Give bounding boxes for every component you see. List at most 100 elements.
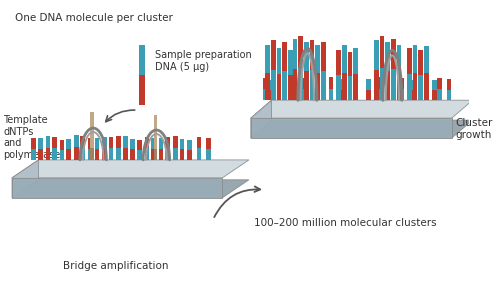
Bar bbox=[80, 136, 85, 148]
Bar bbox=[353, 74, 358, 100]
Bar bbox=[270, 90, 275, 100]
Bar bbox=[315, 46, 320, 73]
Bar bbox=[90, 148, 94, 160]
Bar bbox=[418, 75, 423, 100]
Bar bbox=[293, 38, 298, 69]
Bar bbox=[407, 74, 412, 100]
Bar bbox=[336, 75, 341, 100]
Bar bbox=[385, 42, 390, 71]
Bar bbox=[52, 148, 57, 160]
Bar bbox=[446, 90, 451, 100]
Bar bbox=[88, 149, 93, 160]
Bar bbox=[433, 80, 437, 90]
Bar bbox=[165, 137, 170, 148]
Bar bbox=[154, 115, 157, 149]
Bar bbox=[412, 90, 417, 100]
Bar bbox=[399, 78, 404, 89]
Bar bbox=[196, 148, 201, 160]
Bar bbox=[397, 46, 401, 73]
Bar bbox=[288, 51, 293, 75]
Bar bbox=[123, 148, 127, 160]
Bar bbox=[353, 48, 358, 74]
Bar bbox=[145, 137, 149, 148]
Bar bbox=[315, 73, 320, 100]
Bar bbox=[90, 112, 94, 148]
Text: Bridge amplification: Bridge amplification bbox=[63, 261, 169, 271]
Bar bbox=[413, 46, 417, 73]
Bar bbox=[165, 148, 170, 160]
Bar bbox=[66, 149, 71, 160]
Bar bbox=[196, 137, 201, 148]
Bar bbox=[130, 149, 135, 160]
Bar bbox=[336, 51, 341, 75]
Bar bbox=[109, 148, 114, 160]
Bar bbox=[137, 150, 142, 160]
Bar bbox=[187, 140, 192, 150]
Bar bbox=[95, 138, 99, 149]
Bar bbox=[116, 136, 121, 148]
Bar bbox=[31, 149, 36, 160]
Bar bbox=[376, 89, 380, 100]
Bar bbox=[299, 68, 303, 100]
Bar bbox=[348, 76, 352, 100]
Bar bbox=[293, 69, 298, 100]
Bar bbox=[159, 138, 164, 149]
Bar bbox=[424, 73, 429, 100]
Bar bbox=[206, 138, 211, 149]
Bar bbox=[385, 71, 390, 100]
Bar bbox=[413, 73, 417, 100]
Bar bbox=[270, 80, 275, 90]
Bar bbox=[52, 137, 57, 148]
Bar bbox=[271, 70, 276, 100]
Bar bbox=[80, 148, 85, 160]
Bar bbox=[145, 148, 149, 160]
Bar bbox=[407, 48, 412, 74]
Bar bbox=[338, 79, 343, 90]
Bar bbox=[265, 73, 270, 100]
Polygon shape bbox=[251, 100, 271, 138]
Bar bbox=[424, 46, 429, 73]
Bar bbox=[95, 149, 99, 160]
Bar bbox=[187, 150, 192, 160]
Bar bbox=[38, 138, 43, 149]
Text: 100–200 million molecular clusters: 100–200 million molecular clusters bbox=[253, 217, 436, 228]
Polygon shape bbox=[12, 160, 39, 198]
Bar bbox=[446, 79, 451, 90]
Bar bbox=[321, 42, 326, 71]
Bar bbox=[299, 35, 303, 68]
Bar bbox=[139, 75, 145, 105]
Bar bbox=[412, 80, 417, 90]
Bar bbox=[433, 90, 437, 100]
Bar bbox=[151, 138, 156, 149]
Bar bbox=[151, 149, 156, 160]
Bar bbox=[60, 150, 64, 160]
Bar bbox=[391, 38, 396, 69]
Bar bbox=[291, 90, 296, 100]
Bar bbox=[437, 78, 442, 89]
Bar bbox=[130, 139, 135, 149]
Bar bbox=[342, 46, 347, 73]
Bar bbox=[282, 71, 287, 100]
Bar bbox=[348, 53, 352, 76]
Bar bbox=[154, 149, 157, 160]
Bar bbox=[379, 68, 384, 100]
Bar bbox=[74, 135, 78, 148]
Text: One DNA molecule per cluster: One DNA molecule per cluster bbox=[15, 13, 173, 23]
Bar bbox=[374, 40, 378, 70]
Bar bbox=[367, 90, 371, 100]
Bar bbox=[88, 138, 93, 149]
Bar bbox=[310, 70, 314, 100]
Polygon shape bbox=[251, 118, 452, 138]
Bar bbox=[159, 149, 164, 160]
Bar bbox=[180, 149, 184, 160]
Bar bbox=[310, 40, 314, 70]
Bar bbox=[60, 140, 64, 150]
Bar bbox=[265, 46, 270, 73]
Polygon shape bbox=[12, 178, 223, 198]
Bar bbox=[262, 78, 267, 89]
Bar bbox=[304, 71, 309, 100]
Polygon shape bbox=[12, 180, 249, 198]
Bar bbox=[300, 89, 305, 100]
Bar bbox=[116, 148, 121, 160]
Bar bbox=[180, 139, 184, 149]
